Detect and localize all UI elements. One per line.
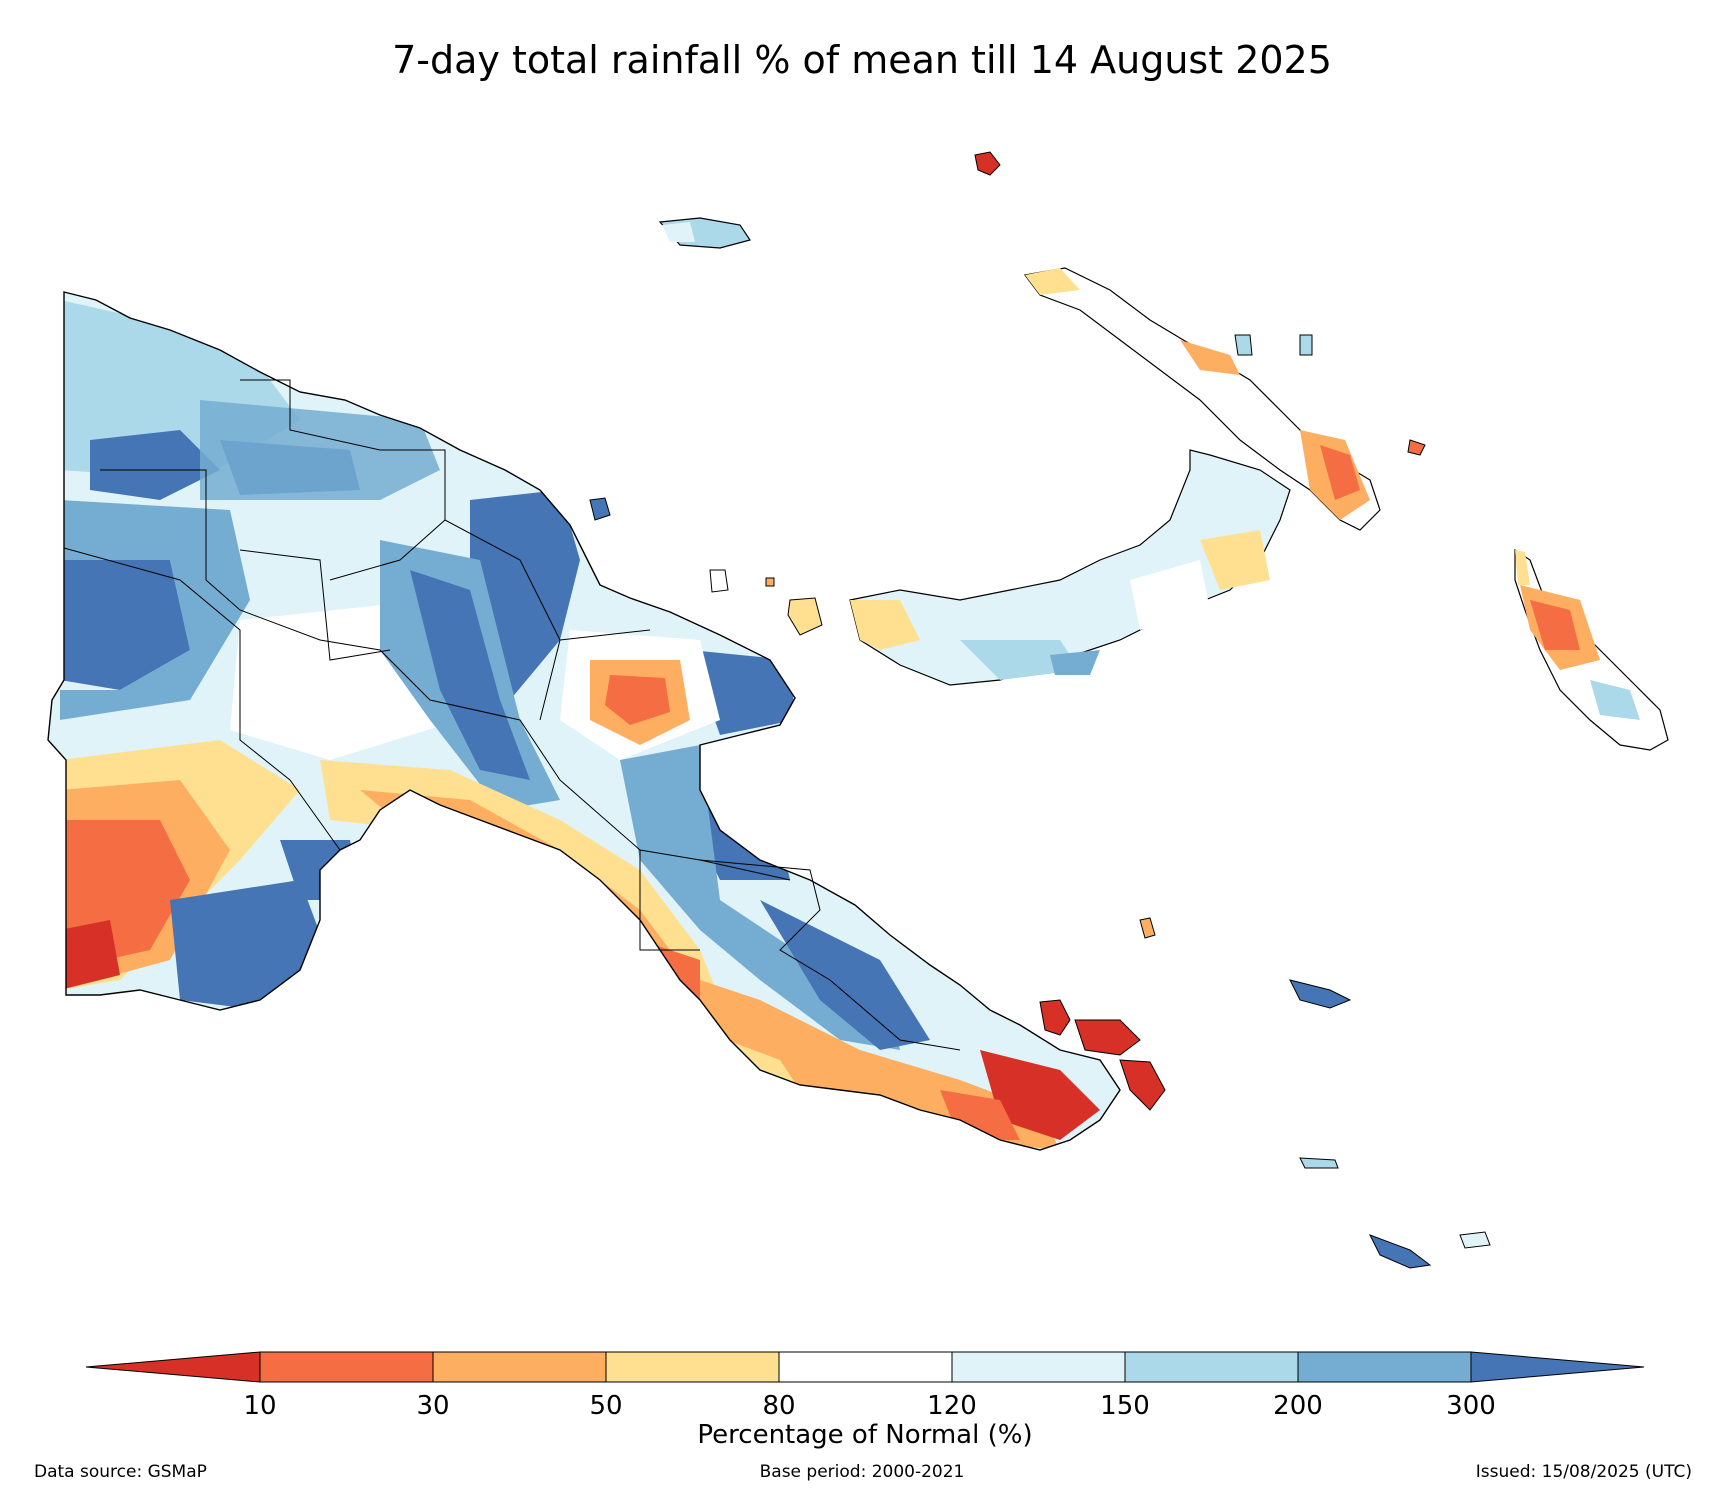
peninsula-zone-300 [760,900,930,1050]
nw-zone-300 [90,430,220,500]
new-britain-base [849,449,1291,686]
colorbar-tick-30: 30 [416,1391,449,1421]
long-island [787,597,823,636]
manus [658,151,1313,356]
manus-white [662,222,695,242]
colorbar-tick-150: 150 [1100,1391,1150,1421]
colorbar-above-300 [1470,1351,1645,1383]
tiny-island-orange [765,577,775,587]
colorbar-tick-80: 80 [762,1391,795,1421]
peninsula-tip-10 [980,1050,1100,1140]
new-britain [849,449,1291,686]
colorbar-tick-200: 200 [1273,1391,1323,1421]
new-britain-east-dry [1200,530,1270,590]
lihir-island [1407,439,1426,456]
karkar-island [589,497,611,521]
southwest-core-10 [60,920,120,990]
new-ireland-mid [1180,340,1240,375]
province-boundaries [63,379,961,1051]
bougainville-10-30 [1530,600,1580,650]
goodenough-island [1039,999,1071,1036]
colorbar-150-200 [1124,1351,1299,1383]
colorbar-120-150 [951,1351,1126,1383]
rossel-island [1459,1231,1491,1249]
colorbar-label: Percentage of Normal (%) [697,1420,1032,1450]
colorbar-30-50 [432,1351,607,1383]
colorbar-below-10 [85,1351,261,1383]
colorbar-tick-120: 120 [927,1391,977,1421]
normanby-island [1119,1059,1166,1111]
misima-island [1299,1157,1339,1169]
fergusson-island [1074,1019,1141,1056]
colorbar-tick-50: 50 [589,1391,622,1421]
new-ireland-10-30 [1320,445,1360,500]
new-britain-south-300 [1050,650,1100,675]
madang-dry-core [605,675,670,725]
issued-date-note: Issued: 15/08/2025 (UTC) [1475,1462,1692,1482]
milne-bay-islands [1039,917,1352,1111]
new-britain-west-dry [850,600,920,650]
mainland-coastline [47,291,1121,1151]
louisiade-islands [1299,1157,1491,1269]
colorbar-10-30 [259,1351,434,1383]
buka-island [1515,550,1530,585]
base-period-note: Base period: 2000-2021 [759,1462,965,1482]
west-zone-300 [60,560,190,690]
data-source-note: Data source: GSMaP [34,1462,207,1482]
small-island-a [1234,334,1253,356]
sudest-island [1368,1234,1432,1269]
small-island-b [1299,334,1313,356]
colorbar-80-120 [778,1351,953,1383]
map-title: 7-day total rainfall % of mean till 14 A… [392,38,1332,82]
umboi-island [709,569,729,593]
new-britain-south-200 [960,640,1080,680]
new-hanover [1025,268,1080,295]
colorbar-tick-300: 300 [1446,1391,1496,1421]
colorbar-tick-10: 10 [243,1391,276,1421]
trobriand-island [1139,917,1156,939]
bougainville-200 [1590,680,1640,720]
north-zone-200 [200,400,440,500]
bougainville [1514,548,1669,751]
woodlark-island [1289,979,1352,1009]
new-ireland [1023,267,1426,531]
west-zone-200 [60,500,250,720]
colorbar-200-300 [1297,1351,1472,1383]
north-coast-islands [589,497,823,636]
mussau-island [974,151,1001,176]
new-britain-east-white [1130,560,1210,630]
new-ireland-base [1023,267,1381,531]
highlands-zone-300 [410,570,530,780]
colorbar-50-80 [605,1351,780,1383]
